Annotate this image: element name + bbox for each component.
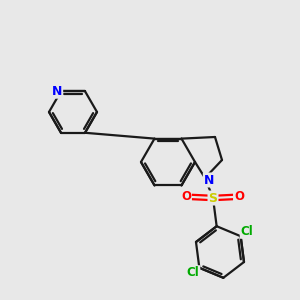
Text: Cl: Cl [241, 225, 254, 238]
Text: O: O [234, 190, 244, 203]
Text: Cl: Cl [187, 266, 200, 279]
Text: S: S [208, 191, 217, 205]
Text: N: N [52, 85, 62, 98]
Text: N: N [204, 173, 214, 187]
Text: O: O [181, 190, 191, 203]
